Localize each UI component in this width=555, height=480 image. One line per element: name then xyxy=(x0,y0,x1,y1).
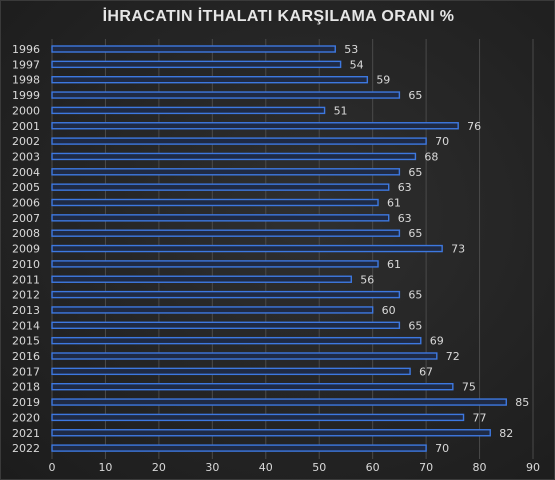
x-axis-tick-labels: 0 10 20 30 40 50 60 70 80 90 xyxy=(49,461,541,474)
data-label: 65 xyxy=(408,289,422,302)
y-tick-label: 2014 xyxy=(12,319,40,332)
data-label: 72 xyxy=(446,350,460,363)
data-label: 65 xyxy=(408,166,422,179)
chart-title: İHRACATIN İTHALATI KARŞILAMA ORANI % xyxy=(102,8,455,25)
bar xyxy=(51,168,401,176)
y-tick-label: 2002 xyxy=(12,135,40,148)
x-tick-label: 30 xyxy=(205,461,219,474)
x-tick-label: 90 xyxy=(526,461,540,474)
data-label: 75 xyxy=(462,381,476,394)
data-label: 67 xyxy=(419,365,433,378)
data-label: 63 xyxy=(398,181,412,194)
bar xyxy=(51,398,507,406)
bar xyxy=(51,198,379,207)
x-tick-label: 20 xyxy=(152,461,166,474)
y-tick-label: 2003 xyxy=(12,150,40,163)
data-label: 53 xyxy=(344,43,358,56)
bar xyxy=(51,75,369,84)
data-label: 68 xyxy=(424,150,438,163)
data-label: 69 xyxy=(430,335,444,348)
y-tick-label: 1998 xyxy=(12,74,40,87)
bars xyxy=(51,45,507,452)
x-tick-label: 40 xyxy=(259,461,273,474)
y-tick-label: 2020 xyxy=(12,411,40,424)
data-label: 61 xyxy=(387,258,401,271)
x-tick-label: 10 xyxy=(98,461,112,474)
data-label: 77 xyxy=(473,411,487,424)
data-label: 59 xyxy=(376,74,390,87)
data-label: 73 xyxy=(451,243,465,256)
y-tick-label: 2007 xyxy=(12,212,40,225)
bar xyxy=(51,106,326,115)
bar xyxy=(51,137,427,145)
bar xyxy=(51,60,342,69)
y-tick-label: 2019 xyxy=(12,396,40,409)
bar xyxy=(51,383,454,391)
data-label: 70 xyxy=(435,135,449,148)
x-tick-label: 50 xyxy=(312,461,326,474)
bar xyxy=(51,214,390,222)
bar xyxy=(51,321,401,329)
bar xyxy=(51,152,417,161)
x-tick-label: 0 xyxy=(49,461,56,474)
y-tick-label: 2018 xyxy=(12,381,40,394)
data-label: 63 xyxy=(398,212,412,225)
bar xyxy=(51,122,459,130)
bar xyxy=(51,183,390,191)
data-label: 85 xyxy=(515,396,529,409)
x-tick-label: 80 xyxy=(473,461,487,474)
data-label: 61 xyxy=(387,197,401,210)
y-tick-label: 2021 xyxy=(12,427,40,440)
bar xyxy=(51,229,401,237)
data-label: 65 xyxy=(408,227,422,240)
bar xyxy=(51,429,491,437)
data-label: 65 xyxy=(408,89,422,102)
data-label: 56 xyxy=(360,273,374,286)
y-tick-label: 2010 xyxy=(12,258,40,271)
bar xyxy=(51,413,465,422)
y-tick-label: 2016 xyxy=(12,350,40,363)
bar xyxy=(51,91,401,99)
bar xyxy=(51,367,411,376)
x-tick-label: 70 xyxy=(419,461,433,474)
y-tick-label: 2009 xyxy=(12,243,40,256)
data-label: 51 xyxy=(334,104,348,117)
data-label: 60 xyxy=(382,304,396,317)
y-tick-label: 2004 xyxy=(12,166,40,179)
y-tick-label: 2017 xyxy=(12,365,40,378)
bar xyxy=(51,260,379,268)
data-label: 65 xyxy=(408,319,422,332)
y-tick-label: 2005 xyxy=(12,181,40,194)
bar xyxy=(51,275,352,283)
y-tick-label: 2011 xyxy=(12,273,40,286)
bar xyxy=(51,45,336,53)
y-tick-label: 2015 xyxy=(12,335,40,348)
y-tick-label: 1996 xyxy=(12,43,40,56)
y-tick-label: 2000 xyxy=(12,104,40,117)
bar xyxy=(51,352,438,360)
y-tick-label: 2001 xyxy=(12,120,40,133)
y-tick-label: 2006 xyxy=(12,197,40,210)
data-labels: 5354596551767068656361636573615665606569… xyxy=(334,43,530,455)
bar xyxy=(51,336,422,345)
x-tick-label: 60 xyxy=(366,461,380,474)
data-label: 70 xyxy=(435,442,449,455)
data-label: 82 xyxy=(499,427,513,440)
y-tick-label: 1997 xyxy=(12,58,40,71)
y-tick-label: 2022 xyxy=(12,442,40,455)
y-tick-label: 1999 xyxy=(12,89,40,102)
data-label: 76 xyxy=(467,120,481,133)
bar xyxy=(51,244,443,253)
data-label: 54 xyxy=(350,58,364,71)
y-axis-tick-labels: 1996 1997 1998 1999 2000 2001 2002 2003 2004 2005… xyxy=(12,43,40,455)
y-tick-label: 2012 xyxy=(12,289,40,302)
bar xyxy=(51,290,401,299)
y-tick-label: 2008 xyxy=(12,227,40,240)
bar xyxy=(51,306,374,314)
bar xyxy=(51,444,427,452)
y-tick-label: 2013 xyxy=(12,304,40,317)
